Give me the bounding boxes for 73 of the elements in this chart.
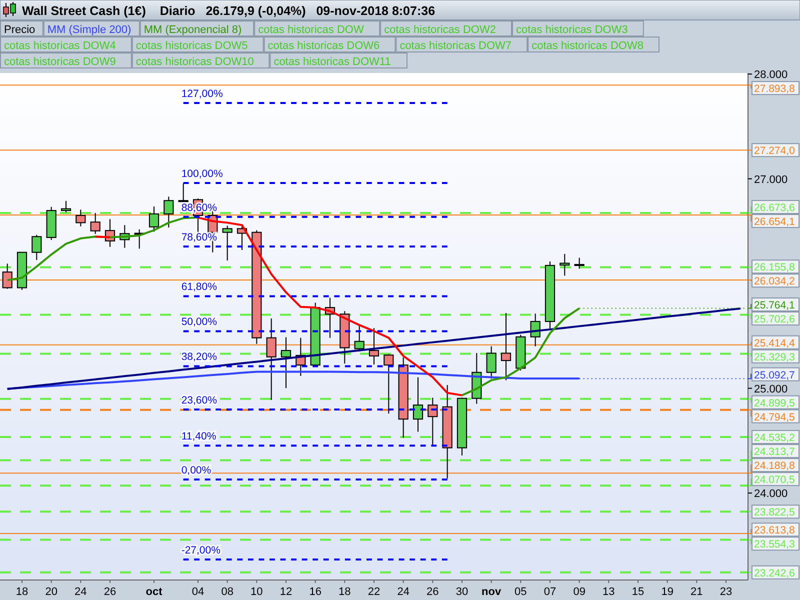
text: cotas historicas DOW3 [516, 24, 628, 36]
x-tick-label: 09 [573, 586, 586, 598]
text: cotas historicas DOW [258, 24, 364, 36]
x-tick-label: 12 [280, 586, 292, 598]
ref-line-label: 26.155,8 [754, 262, 796, 274]
x-tick-label: 18 [16, 586, 28, 598]
y-tick-label: 27.000 [754, 174, 788, 186]
series-label: -27,00% [181, 544, 220, 556]
ref-line-label: 25.702,6 [754, 313, 796, 326]
series-label: 100,00% [181, 168, 223, 180]
x-tick-label: 07 [544, 586, 556, 598]
series-label: 23,60% [181, 394, 217, 406]
text: cotas historicas DOW7 [400, 40, 512, 52]
ref-line-label: 24.313,7 [754, 446, 796, 458]
x-tick-label: 10 [250, 586, 263, 598]
x-tick-label: 08 [221, 586, 234, 598]
text: cotas historicas DOW4 [4, 40, 116, 52]
chart-title: Wall Street Cash (1€) [22, 4, 146, 18]
x-tick-label: 19 [661, 586, 674, 598]
ref-line-label: 23.242,6 [754, 567, 796, 580]
text: cotas historicas DOW9 [4, 56, 116, 68]
text: MM (Simple 200) [47, 24, 132, 36]
text: cotas historicas DOW8 [532, 40, 644, 52]
y-tick-label: 28.000 [754, 69, 788, 82]
series-label: 11,40% [181, 430, 216, 443]
ref-line-label: 24.794,5 [754, 411, 796, 424]
x-tick-label: oct [146, 586, 163, 598]
x-tick-label: 30 [456, 586, 468, 598]
ref-line-label: 25.414,4 [754, 337, 796, 350]
series-label: 38,20% [181, 351, 217, 364]
x-tick-label: 15 [632, 586, 644, 598]
annotation: 25.764,1 [754, 299, 796, 312]
x-tick-label: nov [482, 586, 502, 598]
ref-line-label: 24.535,2 [754, 432, 796, 444]
text: cotas historicas DOW5 [136, 40, 248, 52]
ref-line-label: 26.654,1 [754, 216, 796, 228]
x-tick-label: 04 [192, 586, 204, 598]
x-tick-label: 05 [514, 586, 527, 598]
x-tick-label: 16 [309, 586, 322, 598]
ref-line-label: 23.554,3 [754, 538, 796, 551]
x-tick-label: 20 [45, 586, 58, 598]
ref-line-label: 27.893,8 [754, 83, 796, 96]
text: cotas historicas DOW11 [274, 56, 391, 68]
chart-subtitle: Diario 26.179,9 (-0,04%) 09-nov-2018 8:07:36 [160, 4, 436, 18]
ref-line-label: 27.274,0 [754, 145, 796, 158]
x-tick-label: 24 [74, 586, 87, 598]
x-tick-label: 24 [397, 586, 410, 598]
x-tick-label: 23 [720, 586, 732, 598]
text: MM (Exponencial 8) [144, 24, 242, 36]
x-tick-label: 13 [602, 586, 615, 598]
legend-label: Precio [4, 24, 36, 36]
ref-line-label: 24.189,8 [754, 460, 796, 472]
x-tick-label: 26 [104, 586, 116, 598]
ref-line-label: 25.329,3 [754, 351, 796, 364]
ref-line-label: 24.899,5 [754, 397, 796, 410]
y-tick-label: 25.000 [754, 383, 788, 396]
ref-line-label: 23.822,5 [754, 506, 796, 519]
series-label: 127,00% [181, 88, 223, 100]
series-label: 61,80% [181, 281, 217, 294]
x-tick-label: 18 [338, 586, 351, 598]
x-tick-label: 21 [690, 586, 703, 598]
annotation: 25.092,7 [754, 369, 796, 382]
text: cotas historicas DOW10 [136, 56, 254, 68]
ref-line-label: 26.673,6 [754, 202, 796, 214]
text: cotas historicas DOW6 [268, 40, 380, 52]
text: cotas historicas DOW2 [384, 24, 496, 36]
ref-line-label: 23.613,8 [754, 524, 796, 537]
x-tick-label: 22 [368, 586, 380, 598]
y-tick-label: 24.000 [754, 488, 788, 500]
ref-line-label: 26.034,2 [754, 276, 796, 288]
ref-line-label: 24.070,5 [754, 474, 796, 486]
series-label: 50,00% [181, 316, 217, 328]
x-tick-label: 26 [426, 586, 439, 598]
